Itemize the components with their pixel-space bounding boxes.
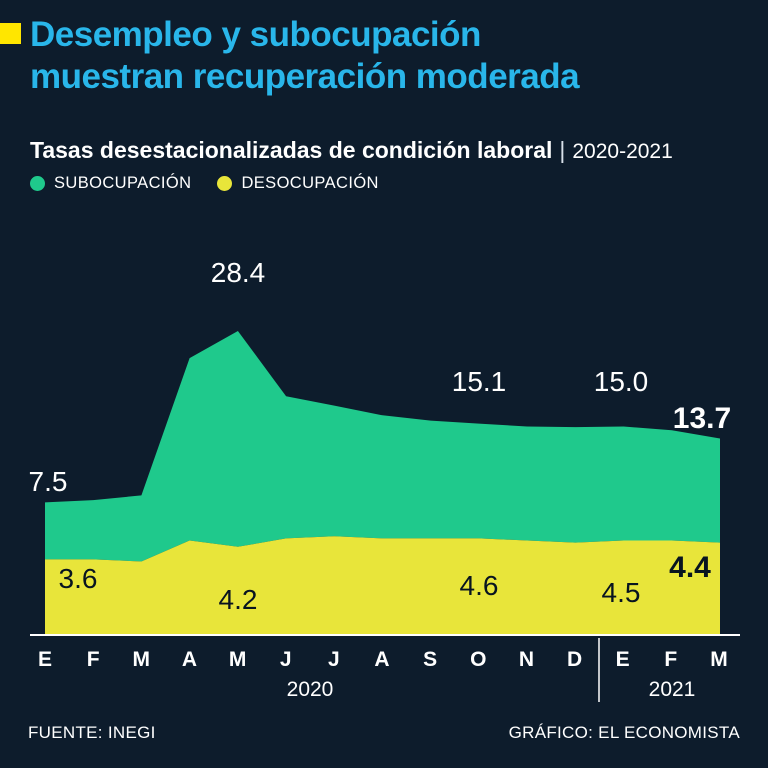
value-label-subocupacion-mar21: 13.7 — [672, 402, 732, 435]
value-label-desocupacion-oct20: 4.6 — [459, 570, 499, 601]
x-axis-year-2021: 2021 — [648, 678, 696, 701]
page-title-line1: Desempleo y subocupación — [30, 15, 481, 54]
axis-month-label: N — [518, 648, 534, 671]
axis-month-label: E — [37, 648, 52, 671]
value-label-subocupacion-ene20: 7.5 — [28, 466, 68, 497]
legend-item-subocupacion: SUBOCUPACIÓN — [30, 174, 191, 193]
axis-month-label: M — [132, 648, 151, 671]
accent-square — [0, 23, 21, 44]
legend-item-desocupacion: DESOCUPACIÓN — [217, 174, 378, 193]
value-label-desocupacion-mar21: 4.4 — [669, 551, 711, 584]
legend-label-subocupacion: SUBOCUPACIÓN — [54, 174, 192, 192]
axis-month-label: A — [181, 648, 197, 671]
axis-month-label: O — [470, 648, 487, 671]
axis-month-label: A — [374, 648, 390, 671]
legend-label-desocupacion: DESOCUPACIÓN — [241, 174, 379, 192]
desocupacion-dot-icon — [217, 176, 233, 191]
value-label-subocupacion-ene21: 15.0 — [593, 366, 649, 397]
axis-month-label: S — [423, 648, 438, 671]
subtitle-separator: | — [559, 137, 566, 163]
subtitle-text: Tasas desestacionalizadas de condición l… — [30, 137, 553, 163]
value-label-desocupacion-ene20: 3.6 — [58, 563, 98, 594]
chart-legend: SUBOCUPACIÓN DESOCUPACIÓN — [30, 174, 379, 193]
axis-month-label: J — [279, 648, 292, 671]
axis-month-label: D — [566, 648, 583, 671]
axis-month-label: F — [86, 648, 100, 671]
value-label-subocupacion-may20: 28.4 — [210, 257, 266, 288]
chart-subtitle: Tasas desestacionalizadas de condición l… — [30, 137, 673, 164]
subocupacion-dot-icon — [30, 176, 45, 191]
desocupacion-area — [45, 536, 720, 635]
value-label-subocupacion-oct20: 15.1 — [451, 366, 507, 397]
x-axis-year-2020: 2020 — [286, 678, 334, 701]
axis-month-label: F — [664, 648, 678, 671]
axis-month-label: J — [328, 648, 340, 671]
page-title: Desempleo y subocupación muestran recupe… — [30, 14, 580, 98]
footer-source: FUENTE: INEGI — [28, 723, 156, 742]
page-title-line2: muestran recuperación moderada — [30, 57, 580, 96]
value-label-desocupacion-may20: 4.2 — [218, 584, 258, 615]
subtitle-period: 2020-2021 — [572, 140, 673, 163]
footer: FUENTE: INEGI GRÁFICO: EL ECONOMISTA — [28, 723, 740, 743]
axis-month-label: M — [710, 648, 728, 671]
value-label-desocupacion-ene21: 4.5 — [601, 577, 641, 608]
axis-month-label: E — [615, 648, 630, 671]
axis-month-label: M — [228, 648, 247, 671]
subocupacion-area — [45, 331, 720, 562]
footer-credit: GRÁFICO: EL ECONOMISTA — [508, 723, 740, 742]
